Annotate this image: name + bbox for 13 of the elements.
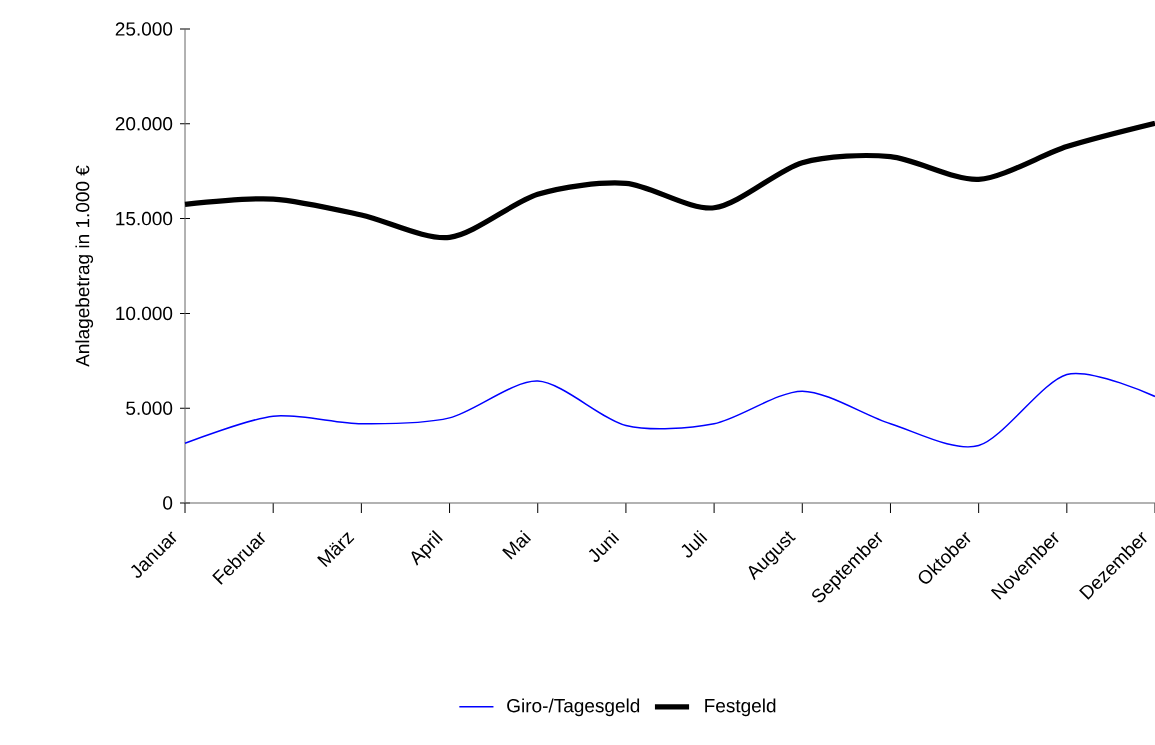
y-axis-title: Anlagebetrag in 1.000 € [75, 165, 94, 367]
x-tick-label: Juli [681, 530, 708, 558]
line-series [184, 372, 1155, 448]
x-tick-label: Mai [502, 530, 531, 560]
y-tick-label: 0 [163, 496, 173, 510]
y-tick-label: 15.000 [116, 211, 173, 226]
x-tick-label: Juni [588, 530, 620, 562]
y-tick-label: 10.000 [116, 306, 173, 321]
y-tick-label: 5.000 [126, 401, 173, 415]
y-tick-label: 25.000 [115, 22, 173, 36]
legend-label: Festgeld [705, 698, 776, 717]
legend-label: Giro-/Tagesgeld [507, 698, 640, 717]
y-tick-label: 20.000 [115, 117, 173, 131]
